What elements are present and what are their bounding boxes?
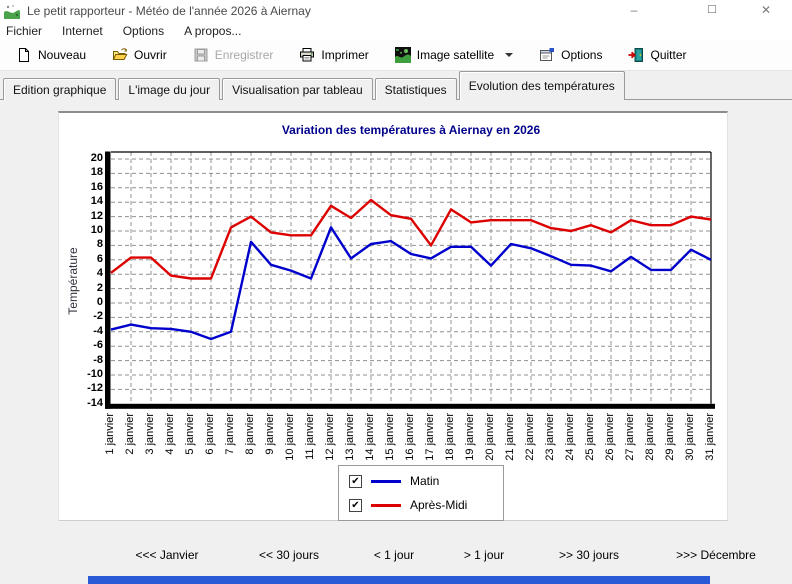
y-tick-label: -12 xyxy=(87,382,103,395)
window-title: Le petit rapporteur - Météo de l'année 2… xyxy=(27,4,311,18)
chart-legend: ✔ Matin ✔ Après-Midi xyxy=(338,465,504,521)
nav-back-30-jours-button[interactable]: << 30 jours xyxy=(258,548,320,562)
nouveau-label: Nouveau xyxy=(38,48,87,62)
image-satellite-label: Image satellite xyxy=(416,48,495,62)
nav-decembre-button[interactable]: >>> Décembre xyxy=(676,548,756,562)
tab-statistiques[interactable]: Statistiques xyxy=(374,78,457,100)
series-line-apr-s-midi xyxy=(110,198,712,280)
quit-icon xyxy=(628,48,644,62)
printer-icon xyxy=(300,48,315,62)
open-folder-icon xyxy=(112,48,128,60)
title-bar: Le petit rapporteur - Météo de l'année 2… xyxy=(0,0,792,22)
options-label: Options xyxy=(561,48,603,62)
tab-label: Evolution des températures xyxy=(468,79,615,93)
y-tick-label: 20 xyxy=(90,152,103,164)
y-tick-label: 2 xyxy=(96,281,103,294)
app-icon xyxy=(4,3,20,19)
ouvrir-label: Ouvrir xyxy=(134,48,167,62)
content-area: Variation des températures à Aiernay en … xyxy=(0,100,792,584)
close-button[interactable]: ✕ xyxy=(760,3,772,17)
y-axis-bar xyxy=(105,151,111,409)
apres-midi-checkbox[interactable]: ✔ xyxy=(349,498,362,512)
series-line-matin xyxy=(110,226,712,341)
nav-janvier-button[interactable]: <<< Janvier xyxy=(135,548,199,562)
tab-label: L'image du jour xyxy=(128,82,211,97)
tab-label: Statistiques xyxy=(384,82,447,97)
date-navigation: <<< Janvier << 30 jours < 1 jour > 1 jou… xyxy=(122,548,766,562)
apres-midi-line-sample xyxy=(371,503,401,507)
matin-label: Matin xyxy=(410,474,440,488)
enregistrer-button[interactable]: Enregistrer xyxy=(193,47,274,63)
options-icon xyxy=(540,48,555,61)
matin-line-sample xyxy=(371,479,401,483)
y-tick-label: 12 xyxy=(90,209,103,222)
y-tick-label: -10 xyxy=(87,368,103,380)
menu-fichier[interactable]: Fichier xyxy=(6,23,43,38)
legend-row-apres-midi: ✔ Après-Midi xyxy=(349,498,493,512)
y-tick-label: -4 xyxy=(93,324,103,337)
tab-label: Edition graphique xyxy=(13,82,107,97)
y-tick-label: 6 xyxy=(96,252,103,265)
enregistrer-label: Enregistrer xyxy=(214,48,274,62)
nouveau-button[interactable]: Nouveau xyxy=(16,47,86,63)
save-icon xyxy=(194,48,208,62)
options-button[interactable]: Options xyxy=(539,47,602,63)
new-document-icon xyxy=(19,48,29,62)
temperature-chart-panel: Variation des températures à Aiernay en … xyxy=(58,111,728,521)
menu-a-propos[interactable]: A propos... xyxy=(184,23,242,38)
maximize-button[interactable]: ☐ xyxy=(707,4,717,16)
y-tick-label: -14 xyxy=(87,396,103,409)
menu-bar: Fichier Internet Options A propos... xyxy=(0,22,792,40)
tab-image-du-jour[interactable]: L'image du jour xyxy=(118,78,221,100)
y-tick-label: -6 xyxy=(93,339,103,352)
chart-title: Variation des températures à Aiernay en … xyxy=(281,123,541,137)
tab-edition-graphique[interactable]: Edition graphique xyxy=(3,78,117,100)
y-tick-label: 10 xyxy=(90,224,103,236)
quitter-button[interactable]: Quitter xyxy=(628,47,687,63)
imprimer-button[interactable]: Imprimer xyxy=(299,47,369,63)
nav-fwd-30-jours-button[interactable]: >> 30 jours xyxy=(558,548,620,562)
imprimer-label: Imprimer xyxy=(321,48,369,62)
y-tick-label: 16 xyxy=(90,180,103,193)
tab-bar: Edition graphique L'image du jour Visual… xyxy=(0,71,792,100)
tab-label: Visualisation par tableau xyxy=(232,82,363,97)
y-tick-label: 18 xyxy=(90,166,103,179)
satellite-image-icon xyxy=(394,47,411,63)
y-tick-label: 0 xyxy=(96,296,103,308)
y-tick-label: -2 xyxy=(93,310,103,323)
ouvrir-button[interactable]: Ouvrir xyxy=(112,47,167,63)
minimize-button[interactable]: – xyxy=(630,3,638,17)
quitter-label: Quitter xyxy=(650,48,687,62)
y-tick-label: 14 xyxy=(90,195,103,208)
y-tick-label: -8 xyxy=(93,353,103,366)
menu-options[interactable]: Options xyxy=(122,23,165,38)
chevron-down-icon[interactable] xyxy=(505,53,514,57)
nav-back-1-jour-button[interactable]: < 1 jour xyxy=(373,548,415,562)
matin-checkbox[interactable]: ✔ xyxy=(349,474,362,488)
y-tick-label: 4 xyxy=(96,267,103,280)
tab-evolution-temperatures[interactable]: Evolution des températures xyxy=(458,71,625,100)
tab-visualisation-tableau[interactable]: Visualisation par tableau xyxy=(222,78,373,100)
apres-midi-label: Après-Midi xyxy=(410,498,468,512)
nav-fwd-1-jour-button[interactable]: > 1 jour xyxy=(463,548,505,562)
menu-internet[interactable]: Internet xyxy=(62,23,103,38)
image-satellite-button[interactable]: Image satellite xyxy=(394,47,514,63)
legend-row-matin: ✔ Matin xyxy=(349,474,493,488)
y-tick-label: 8 xyxy=(96,238,103,251)
toolbar: Nouveau Ouvrir Enregistrer Imprimer Imag… xyxy=(0,40,792,71)
taskbar-strip xyxy=(88,576,710,584)
temperature-plot xyxy=(105,151,715,409)
x-axis-bar xyxy=(105,403,715,409)
